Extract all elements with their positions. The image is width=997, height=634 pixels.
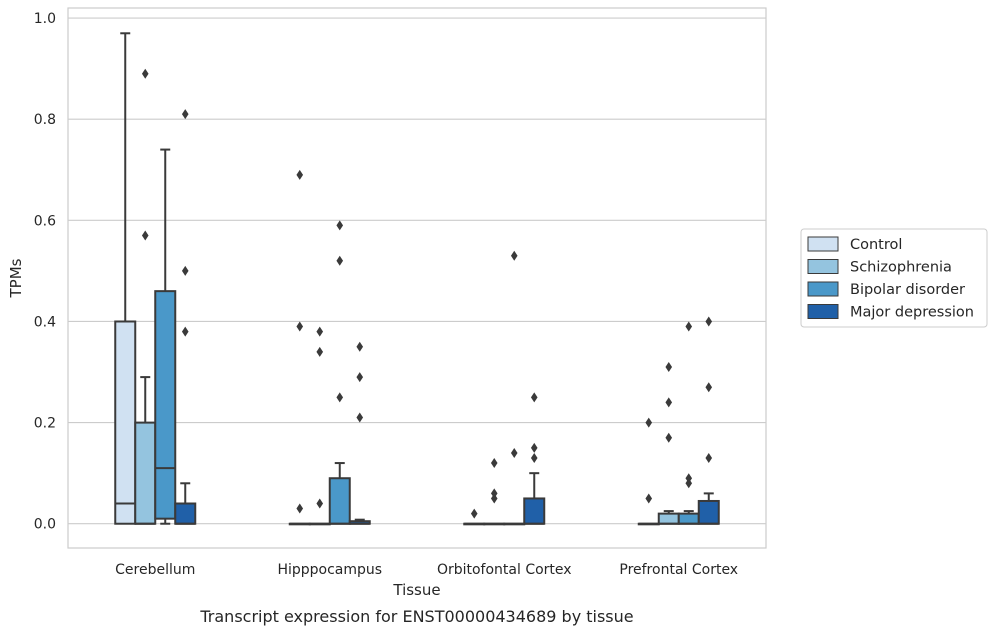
- outlier-point: [356, 412, 364, 423]
- x-tick-label: Cerebellum: [115, 562, 195, 578]
- outlier-point: [705, 453, 713, 463]
- outlier-point: [705, 316, 713, 327]
- outlier-point: [181, 326, 189, 337]
- chart-caption: Transcript expression for ENST0000043468…: [199, 607, 633, 626]
- y-tick-label: 0.2: [34, 416, 56, 432]
- outlier-point: [665, 397, 673, 408]
- box: [463, 508, 486, 526]
- box-body: [328, 477, 351, 525]
- box-body: [134, 421, 157, 525]
- outlier-point: [141, 68, 149, 79]
- outlier-point: [490, 488, 498, 499]
- legend-frame: [800, 228, 988, 328]
- legend-swatch: [807, 259, 839, 274]
- box-body: [174, 502, 197, 525]
- box-body: [697, 499, 720, 525]
- outlier-point: [510, 447, 518, 458]
- y-tick-label: 0.0: [34, 517, 56, 533]
- outlier-point: [336, 255, 344, 266]
- outlier-point: [181, 265, 189, 276]
- outlier-point: [685, 478, 693, 489]
- outlier-point: [296, 169, 304, 180]
- box: [483, 458, 506, 526]
- outlier-point: [530, 442, 538, 453]
- outlier-point: [530, 453, 538, 463]
- y-tick-label: 0.8: [34, 112, 56, 128]
- box-body: [154, 290, 177, 520]
- y-tick-label: 1.0: [34, 11, 56, 27]
- outlier-point: [316, 346, 324, 357]
- box-body: [677, 512, 700, 525]
- outlier-point: [645, 493, 653, 504]
- box: [154, 148, 177, 525]
- legend-label: Bipolar disorder: [850, 282, 965, 298]
- outlier-point: [336, 220, 344, 231]
- box: [697, 316, 720, 525]
- outlier-point: [296, 321, 304, 332]
- y-tick-label: 0.4: [34, 314, 56, 330]
- outlier-point: [510, 250, 518, 261]
- legend-swatch: [807, 236, 839, 252]
- y-axis-label: TPMs: [7, 258, 25, 298]
- outlier-point: [705, 382, 713, 393]
- box: [288, 169, 311, 526]
- x-tick-label: Hipppocampus: [277, 562, 382, 578]
- outlier-point: [181, 109, 189, 120]
- box: [328, 220, 351, 525]
- legend-swatch: [807, 304, 839, 319]
- outlier-point: [356, 341, 364, 352]
- legend-label: Major depression: [850, 305, 974, 321]
- outlier-point: [356, 372, 364, 383]
- x-axis-label: Tissue: [392, 581, 440, 599]
- outlier-point: [490, 458, 498, 469]
- outlier-point: [296, 503, 304, 514]
- x-tick-labels: Cerebellum Hipppocampus Orbitofontal Corte…: [115, 562, 738, 578]
- outlier-point: [665, 432, 673, 443]
- outlier-point: [141, 230, 149, 241]
- box-body: [114, 320, 137, 525]
- legend-label: Schizophrenia: [850, 260, 952, 276]
- box-body: [657, 512, 680, 525]
- outlier-point: [316, 498, 324, 509]
- outlier-point: [685, 473, 693, 484]
- legend-swatch: [807, 281, 839, 297]
- x-tick-label: Prefrontal Cortex: [619, 562, 738, 578]
- box: [308, 326, 331, 526]
- outlier-point: [316, 326, 324, 337]
- outlier-point: [470, 508, 478, 519]
- box: [174, 109, 197, 525]
- outlier-point: [645, 417, 653, 428]
- box-groups: [114, 32, 720, 526]
- box-body: [523, 497, 546, 525]
- y-tick-label: 0.6: [34, 213, 56, 229]
- legend: Control Schizophrenia Bipolar disorder Majo…: [800, 228, 988, 328]
- box: [348, 341, 371, 525]
- x-tick-label: Orbitofontal Cortex: [437, 562, 572, 578]
- plot-area: [67, 7, 767, 549]
- legend-label: Control: [850, 237, 902, 253]
- box: [134, 68, 157, 525]
- outlier-point: [665, 361, 673, 372]
- outlier-point: [530, 392, 538, 403]
- box: [523, 392, 546, 525]
- outlier-point: [336, 392, 344, 403]
- outlier-point: [490, 493, 498, 504]
- outlier-point: [685, 321, 693, 332]
- y-tick-labels: 0.0 0.2 0.4 0.6 0.8 1.0: [34, 11, 56, 533]
